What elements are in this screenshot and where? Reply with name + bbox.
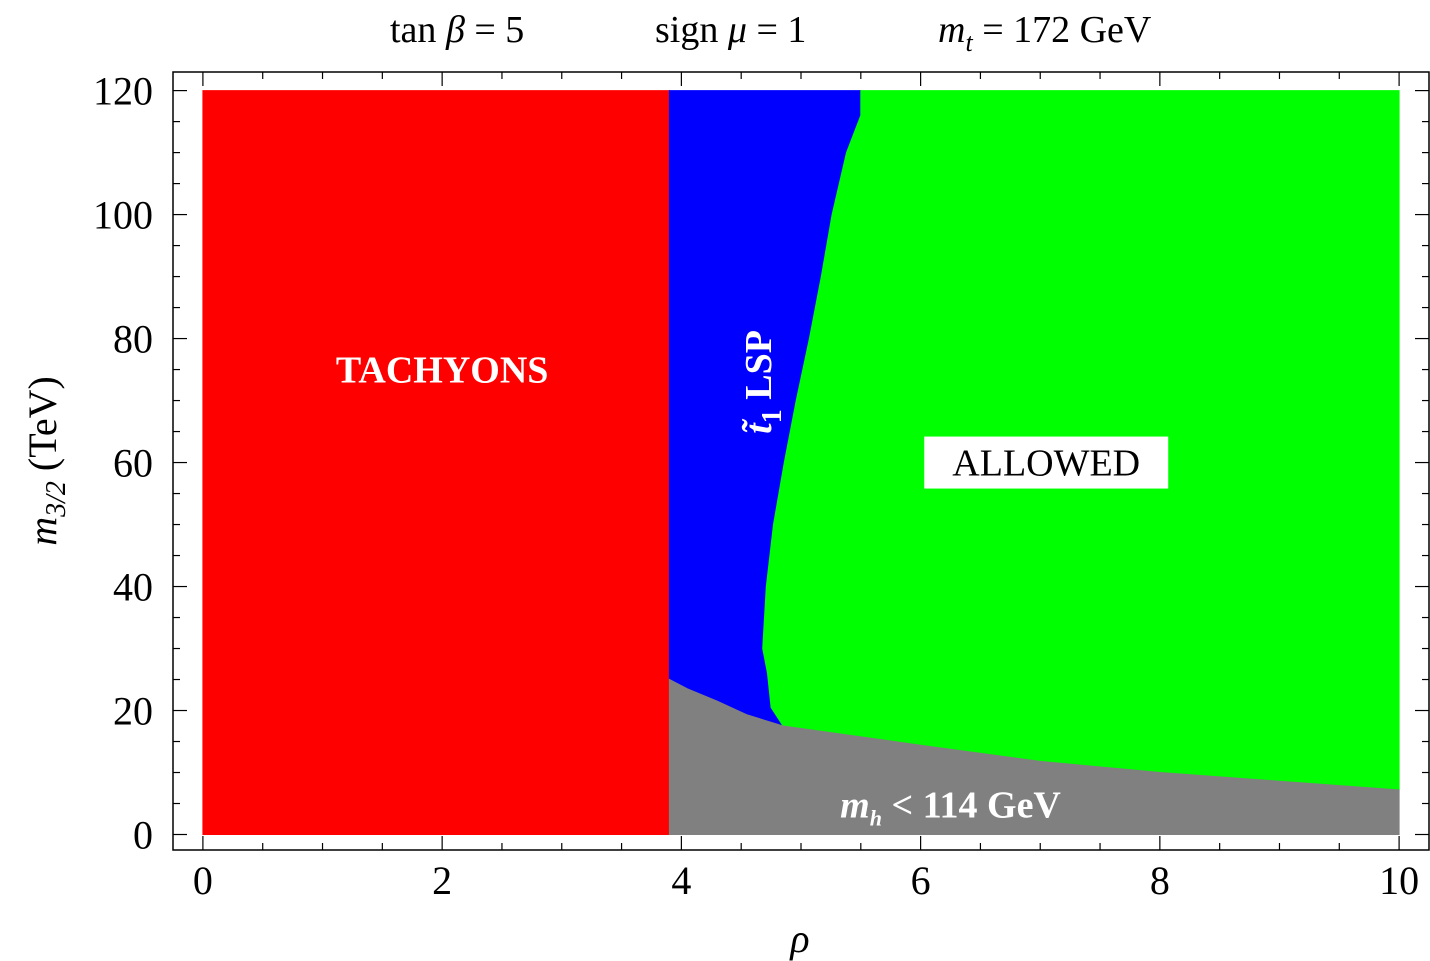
title-top-mass: mt = 172 GeV [938,9,1152,57]
label-stop-lsp: t̃1 LSP [738,330,788,434]
svg-text:t̃1 LSP: t̃1 LSP [738,330,788,434]
label-higgs-bound: mh < 114 GeV [840,785,1061,831]
title-tanbeta: tan β = 5 [390,9,524,51]
x-tick-labels: 0 2 4 6 8 10 [193,858,1419,903]
axis-ticks [173,72,1429,850]
x-axis-title: ρ [788,916,809,961]
y-tick-labels: 0 20 40 60 80 100 120 [93,69,153,858]
x-tick-label: 0 [193,858,213,903]
x-tick-label: 4 [671,858,691,903]
region-0 [202,90,670,835]
x-tick-label: 8 [1150,858,1170,903]
x-tick-label: 2 [432,858,452,903]
label-allowed-box [924,436,1169,489]
label-allowed: ALLOWED [952,443,1140,485]
y-tick-label: 0 [133,813,153,858]
y-tick-label: 40 [113,565,153,610]
y-tick-label: 80 [113,317,153,362]
x-tick-label: 6 [911,858,931,903]
title-sign-mu: sign μ = 1 [655,9,806,51]
y-tick-label: 100 [93,193,153,238]
regions [202,90,1400,835]
label-tachyons: TACHYONS [336,350,549,392]
y-tick-label: 20 [113,689,153,734]
region-3 [668,678,1400,835]
y-tick-label: 120 [93,69,153,114]
y-tick-label: 60 [113,441,153,486]
y-axis-title: m3/2 (TeV) [20,376,72,546]
x-tick-label: 10 [1379,858,1419,903]
